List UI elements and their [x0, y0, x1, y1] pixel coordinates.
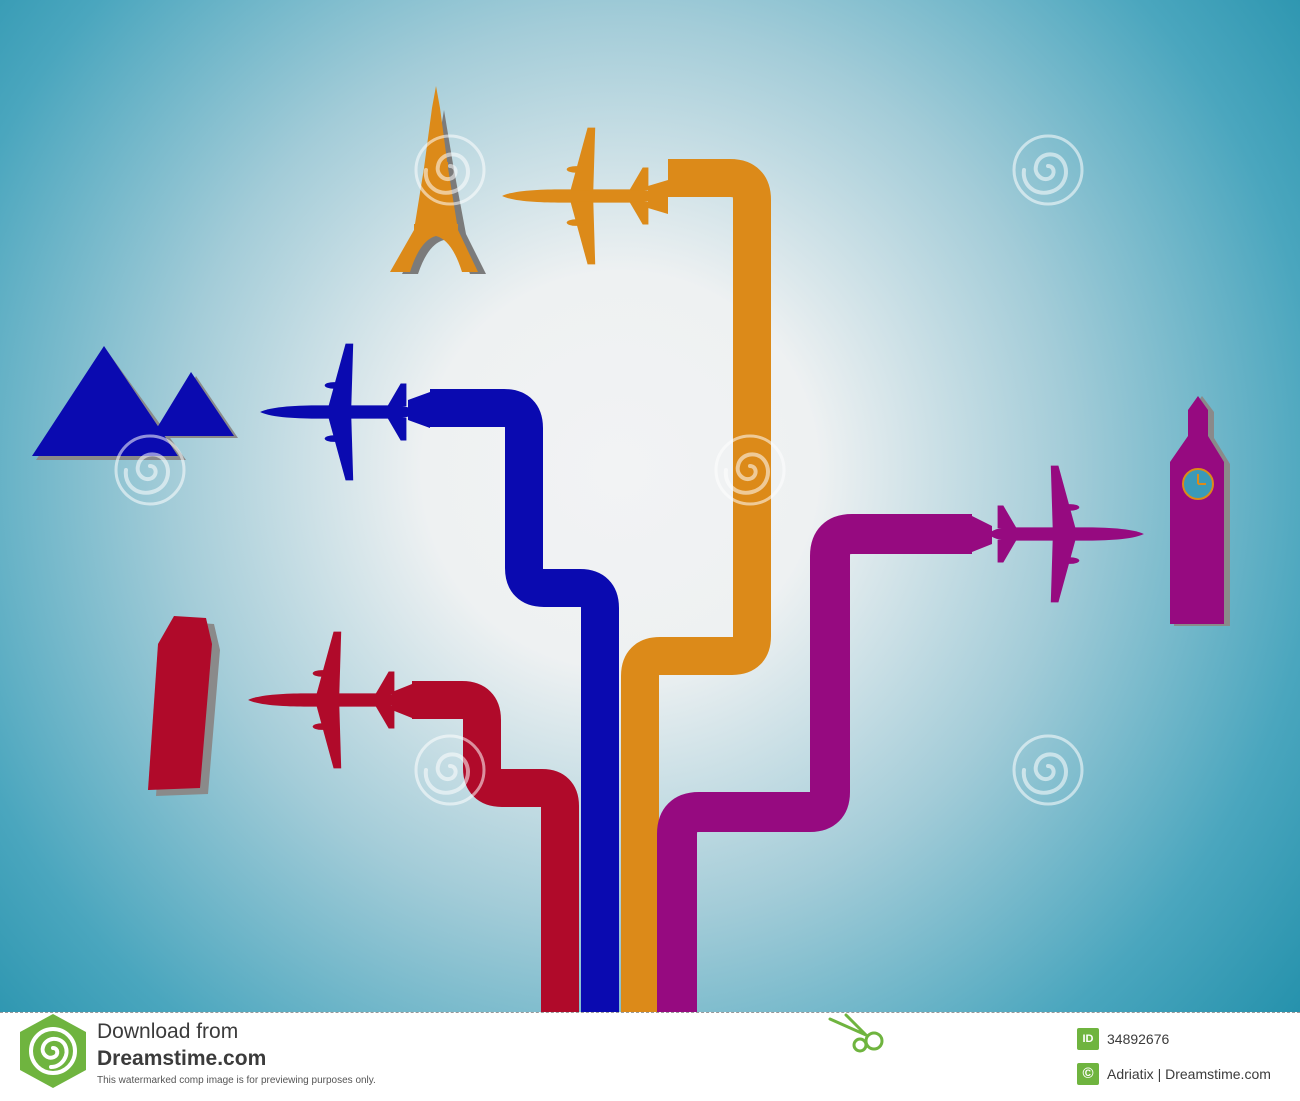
- author-credit: Adriatix | Dreamstime.com: [1107, 1066, 1271, 1082]
- id-badge: ID: [1077, 1028, 1099, 1050]
- leaning-tower-icon: [148, 616, 220, 796]
- copyright-badge: ©: [1077, 1063, 1099, 1085]
- big-ben-icon: [1170, 396, 1230, 626]
- pyramids-icon: [32, 346, 238, 460]
- connector-red: [392, 684, 412, 718]
- dreamstime-site-text: Dreamstime.com: [97, 1047, 267, 1070]
- travel-illustration: [0, 0, 1300, 1012]
- route-line-red: [412, 681, 579, 1012]
- connector-magenta: [972, 516, 992, 552]
- dreamstime-logo-icon: [20, 1014, 86, 1088]
- connector-orange: [648, 180, 668, 214]
- connector-blue: [408, 392, 430, 428]
- route-line-blue: [430, 389, 619, 1012]
- route-line-magenta: [657, 514, 972, 1012]
- route-line-orange: [621, 159, 771, 1012]
- scissors-icon: [828, 1013, 884, 1053]
- watermark-footer: [0, 1012, 1300, 1101]
- image-id: 34892676: [1107, 1031, 1170, 1047]
- download-from-text: Download from: [97, 1020, 239, 1043]
- preview-notice: This watermarked comp image is for previ…: [97, 1075, 376, 1086]
